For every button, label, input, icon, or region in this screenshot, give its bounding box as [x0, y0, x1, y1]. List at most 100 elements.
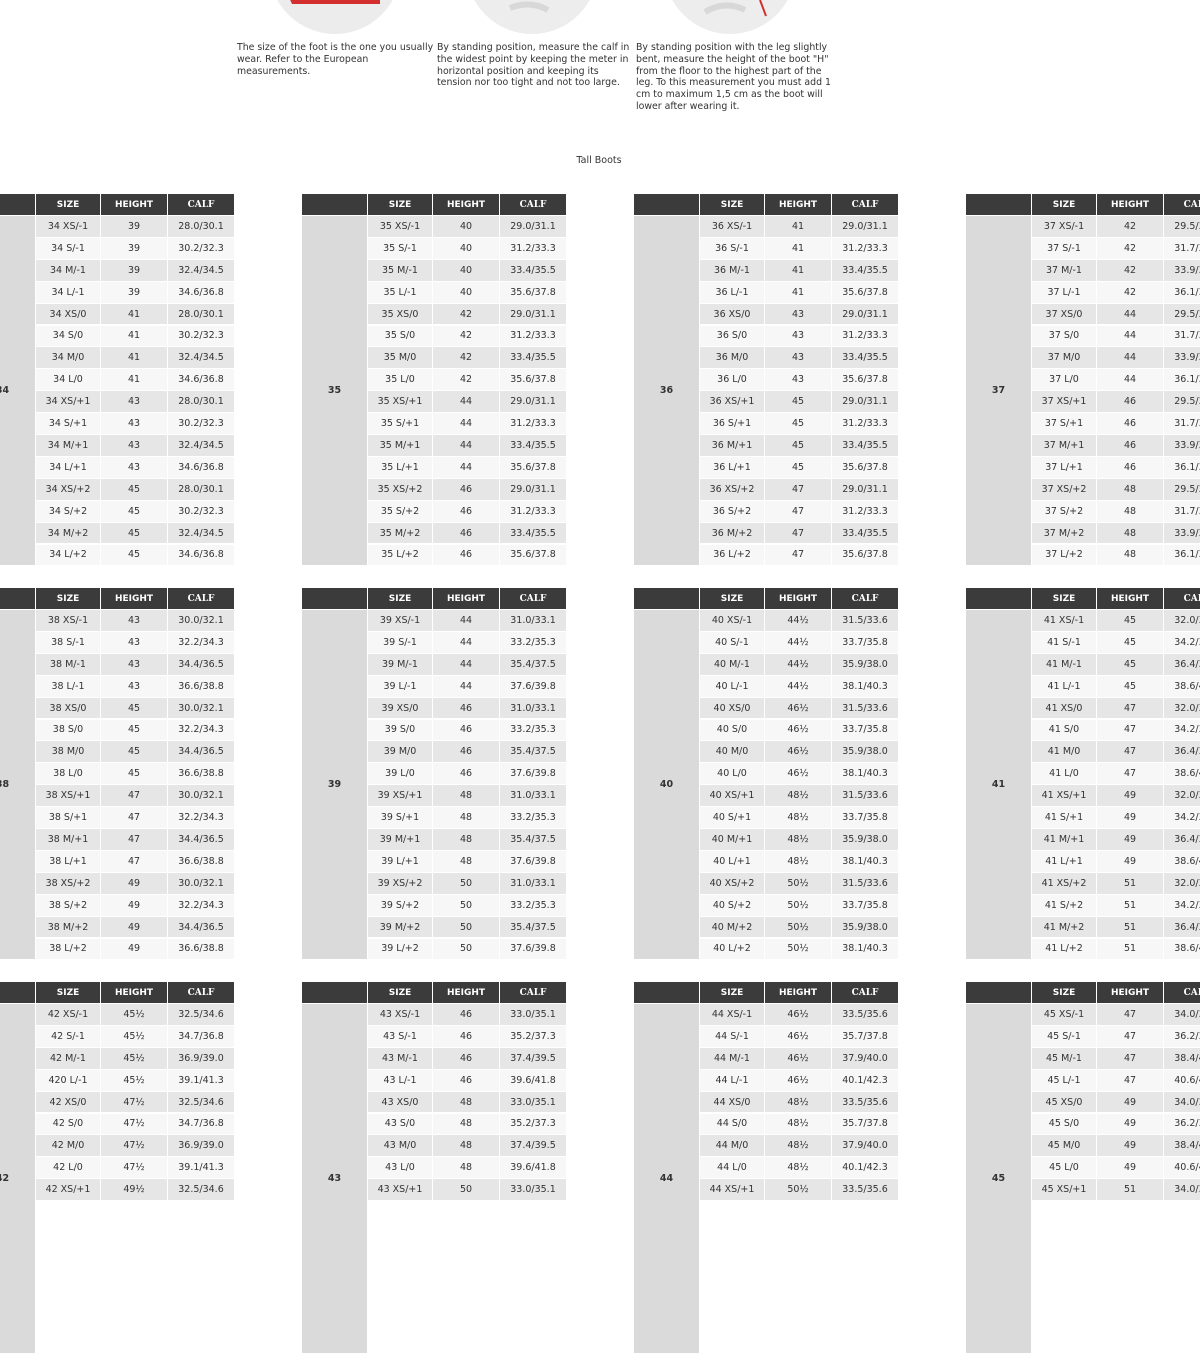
- calf-cell: 34.6/36.8: [168, 281, 235, 304]
- column-header: HEIGHT: [1097, 982, 1164, 1004]
- size-cell: 34 S/-1: [36, 237, 101, 260]
- calf-cell: 29.0/31.1: [500, 391, 567, 414]
- height-cell: 41: [101, 369, 168, 392]
- size-cell: 34 L/-1: [36, 281, 101, 304]
- height-cell: 46½: [765, 1025, 832, 1048]
- calf-cell: 38.1/40.3: [832, 675, 899, 698]
- size-cell: 39 XS/-1: [368, 610, 433, 632]
- height-cell: 39: [101, 259, 168, 282]
- size-cell: 40 M/+1: [700, 829, 765, 851]
- calf-cell: 33.5/35.6: [832, 1091, 899, 1114]
- size-cell: 39 XS/0: [368, 697, 433, 720]
- height-cell: 41: [765, 281, 832, 304]
- size-cell: 38 L/0: [36, 763, 101, 786]
- height-cell: 48: [433, 1091, 500, 1114]
- size-cell: 35 S/+2: [368, 500, 433, 523]
- calf-cell: 34.4/36.5: [168, 916, 235, 939]
- size-cell: 36 S/-1: [700, 237, 765, 260]
- height-cell: 46: [433, 1025, 500, 1048]
- size-cell: 44 M/-1: [700, 1047, 765, 1070]
- calf-cell: 34.6/36.8: [168, 544, 235, 567]
- height-cell: 49: [101, 894, 168, 917]
- calf-cell: 39.6/41.8: [500, 1069, 567, 1092]
- size-cell: 38 L/-1: [36, 675, 101, 698]
- height-cell: 45½: [101, 1004, 168, 1026]
- height-cell: 44: [1097, 347, 1164, 370]
- size-cell: 34 XS/-1: [36, 216, 101, 238]
- calf-cell: 33.4/35.5: [500, 347, 567, 370]
- column-header: CALF: [168, 588, 235, 610]
- height-cell: 48½: [765, 1157, 832, 1180]
- column-header: CALF: [832, 982, 899, 1004]
- height-cell: 47: [1097, 719, 1164, 742]
- calf-cell: 36.4/38.5: [1164, 653, 1200, 676]
- calf-cell: 34.4/36.5: [168, 653, 235, 676]
- height-cell: 47: [1097, 1069, 1164, 1092]
- calf-cell: 38.6/40.8: [1164, 763, 1200, 786]
- column-header: SIZE: [1032, 982, 1097, 1004]
- height-cell: 50½: [765, 938, 832, 961]
- height-cell: 41: [101, 347, 168, 370]
- column-header: CALF: [832, 588, 899, 610]
- size-cell: 41 S/+2: [1032, 894, 1097, 917]
- calf-cell: 33.5/35.6: [832, 1179, 899, 1202]
- calf-cell: 35.6/37.8: [832, 456, 899, 479]
- calf-shape: [508, 1, 550, 13]
- size-cell: 40 S/+1: [700, 807, 765, 829]
- size-cell: 39 S/0: [368, 719, 433, 742]
- calf-cell: 31.0/33.1: [500, 872, 567, 895]
- height-cell: 45: [765, 435, 832, 457]
- calf-cell: 31.5/33.6: [832, 697, 899, 720]
- height-cell: 47½: [101, 1091, 168, 1114]
- size-cell: 45 M/-1: [1032, 1047, 1097, 1070]
- size-cell: 37 M/0: [1032, 347, 1097, 370]
- calf-illustration: [474, 0, 590, 34]
- foot-illustration: [277, 0, 393, 34]
- height-cell: 47: [765, 500, 832, 523]
- size-cell: 36 XS/0: [700, 303, 765, 326]
- calf-cell: 35.6/37.8: [500, 544, 567, 567]
- caption: By standing position, measure the calf i…: [437, 42, 630, 89]
- section-title: Tall Boots: [576, 155, 622, 166]
- calf-cell: 29.0/31.1: [500, 478, 567, 501]
- size-cell: 34 L/+2: [36, 544, 101, 567]
- calf-cell: 31.0/33.1: [500, 697, 567, 720]
- height-cell: 47: [1097, 741, 1164, 764]
- size-cell: 45 XS/-1: [1032, 1004, 1097, 1026]
- size-cell: 34 XS/+2: [36, 478, 101, 501]
- height-cell: 46½: [765, 719, 832, 742]
- size-cell: 39 XS/+1: [368, 785, 433, 808]
- height-cell: 46: [433, 500, 500, 523]
- size-cell: 38 M/-1: [36, 653, 101, 676]
- size-cell: 39 M/+2: [368, 916, 433, 939]
- size-cell: 42 XS/0: [36, 1091, 101, 1114]
- height-cell: 46: [433, 1047, 500, 1070]
- calf-cell: 31.2/33.3: [832, 325, 899, 348]
- size-group: 42: [0, 1004, 36, 1354]
- height-cell: 47½: [101, 1113, 168, 1136]
- calf-cell: 35.4/37.5: [500, 916, 567, 939]
- calf-cell: 33.2/35.3: [500, 719, 567, 742]
- size-cell: 43 L/-1: [368, 1069, 433, 1092]
- height-cell: 44: [433, 456, 500, 479]
- column-header: CALF: [168, 194, 235, 216]
- height-cell: 43: [765, 325, 832, 348]
- calf-cell: 34.0/36.1: [1164, 1004, 1200, 1026]
- height-cell: 51: [1097, 872, 1164, 895]
- calf-cell: 29.0/31.1: [500, 216, 567, 238]
- header-blank: [302, 194, 368, 216]
- size-cell: 41 S/+1: [1032, 807, 1097, 829]
- calf-cell: 31.7/33.8: [1164, 325, 1200, 348]
- size-cell: 41 M/+2: [1032, 916, 1097, 939]
- calf-cell: 36.4/38.5: [1164, 741, 1200, 764]
- size-cell: 34 M/+1: [36, 435, 101, 457]
- calf-cell: 35.6/37.8: [500, 369, 567, 392]
- size-cell: 35 L/-1: [368, 281, 433, 304]
- height-illustration: [672, 0, 788, 34]
- calf-cell: 32.2/34.3: [168, 631, 235, 654]
- calf-cell: 37.9/40.0: [832, 1047, 899, 1070]
- calf-cell: 33.7/35.8: [832, 807, 899, 829]
- size-cell: 35 XS/+2: [368, 478, 433, 501]
- size-cell: 36 S/+2: [700, 500, 765, 523]
- height-cell: 49: [101, 872, 168, 895]
